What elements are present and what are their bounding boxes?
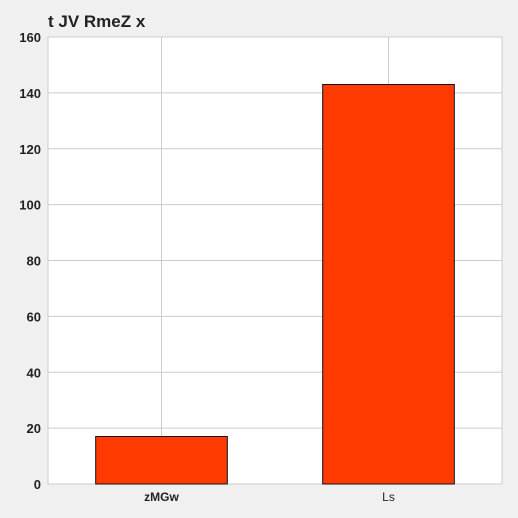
bar-0	[95, 436, 228, 485]
y-axis-ticks: 0 20 40 60 80 100 120 140 160	[19, 30, 41, 492]
y-tick-label-100: 100	[19, 198, 41, 213]
bars	[95, 83, 455, 485]
chart-title: t JV RmeZ x	[48, 12, 146, 31]
y-tick-label-20: 20	[27, 421, 41, 436]
x-axis-ticks: zMGw Ls	[144, 490, 395, 504]
x-tick-label-0: zMGw	[144, 490, 179, 504]
y-tick-label-80: 80	[27, 254, 41, 269]
bar-1	[322, 83, 455, 485]
plot-border	[47, 36, 503, 485]
y-tick-label-60: 60	[27, 309, 41, 324]
y-tick-label-160: 160	[19, 30, 41, 45]
y-tick-label-120: 120	[19, 142, 41, 157]
y-tick-label-40: 40	[27, 365, 41, 380]
x-tick-label-1: Ls	[382, 490, 395, 504]
y-tick-label-140: 140	[19, 86, 41, 101]
y-tick-label-0: 0	[34, 477, 41, 492]
